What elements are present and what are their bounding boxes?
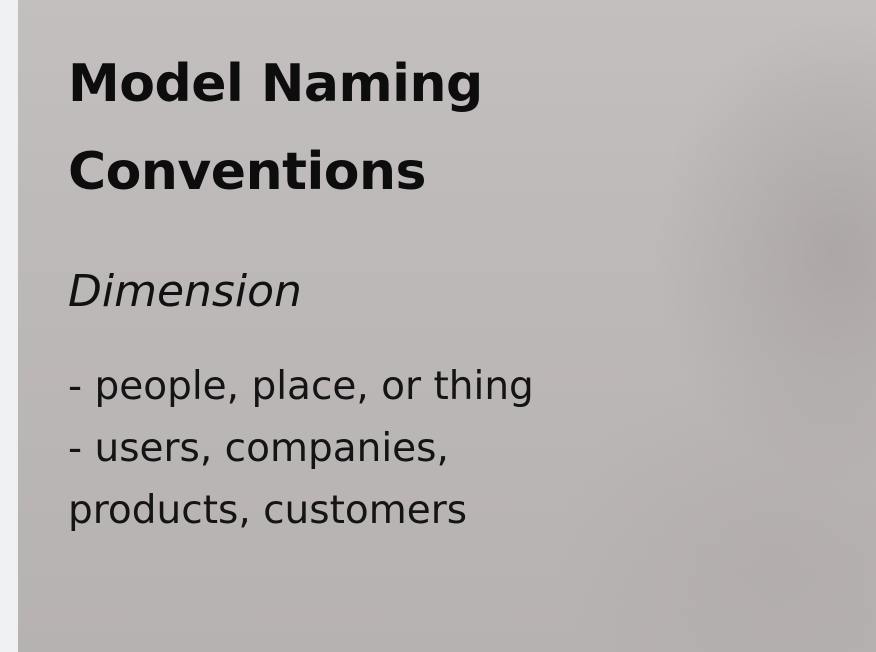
slide-subtitle: Dimension: [68, 266, 302, 317]
body-line: products, customers: [68, 488, 468, 533]
slide-body: - people, place, or thing - users, compa…: [68, 356, 534, 542]
slide-title-line: Model Naming: [68, 54, 483, 114]
body-line: - users, companies,: [68, 426, 449, 471]
slide-title-line: Conventions: [68, 142, 426, 202]
slide-title: Model Naming Conventions: [68, 40, 483, 216]
slide: Model Naming Conventions Dimension - peo…: [18, 0, 876, 652]
body-line: - people, place, or thing: [68, 364, 534, 409]
